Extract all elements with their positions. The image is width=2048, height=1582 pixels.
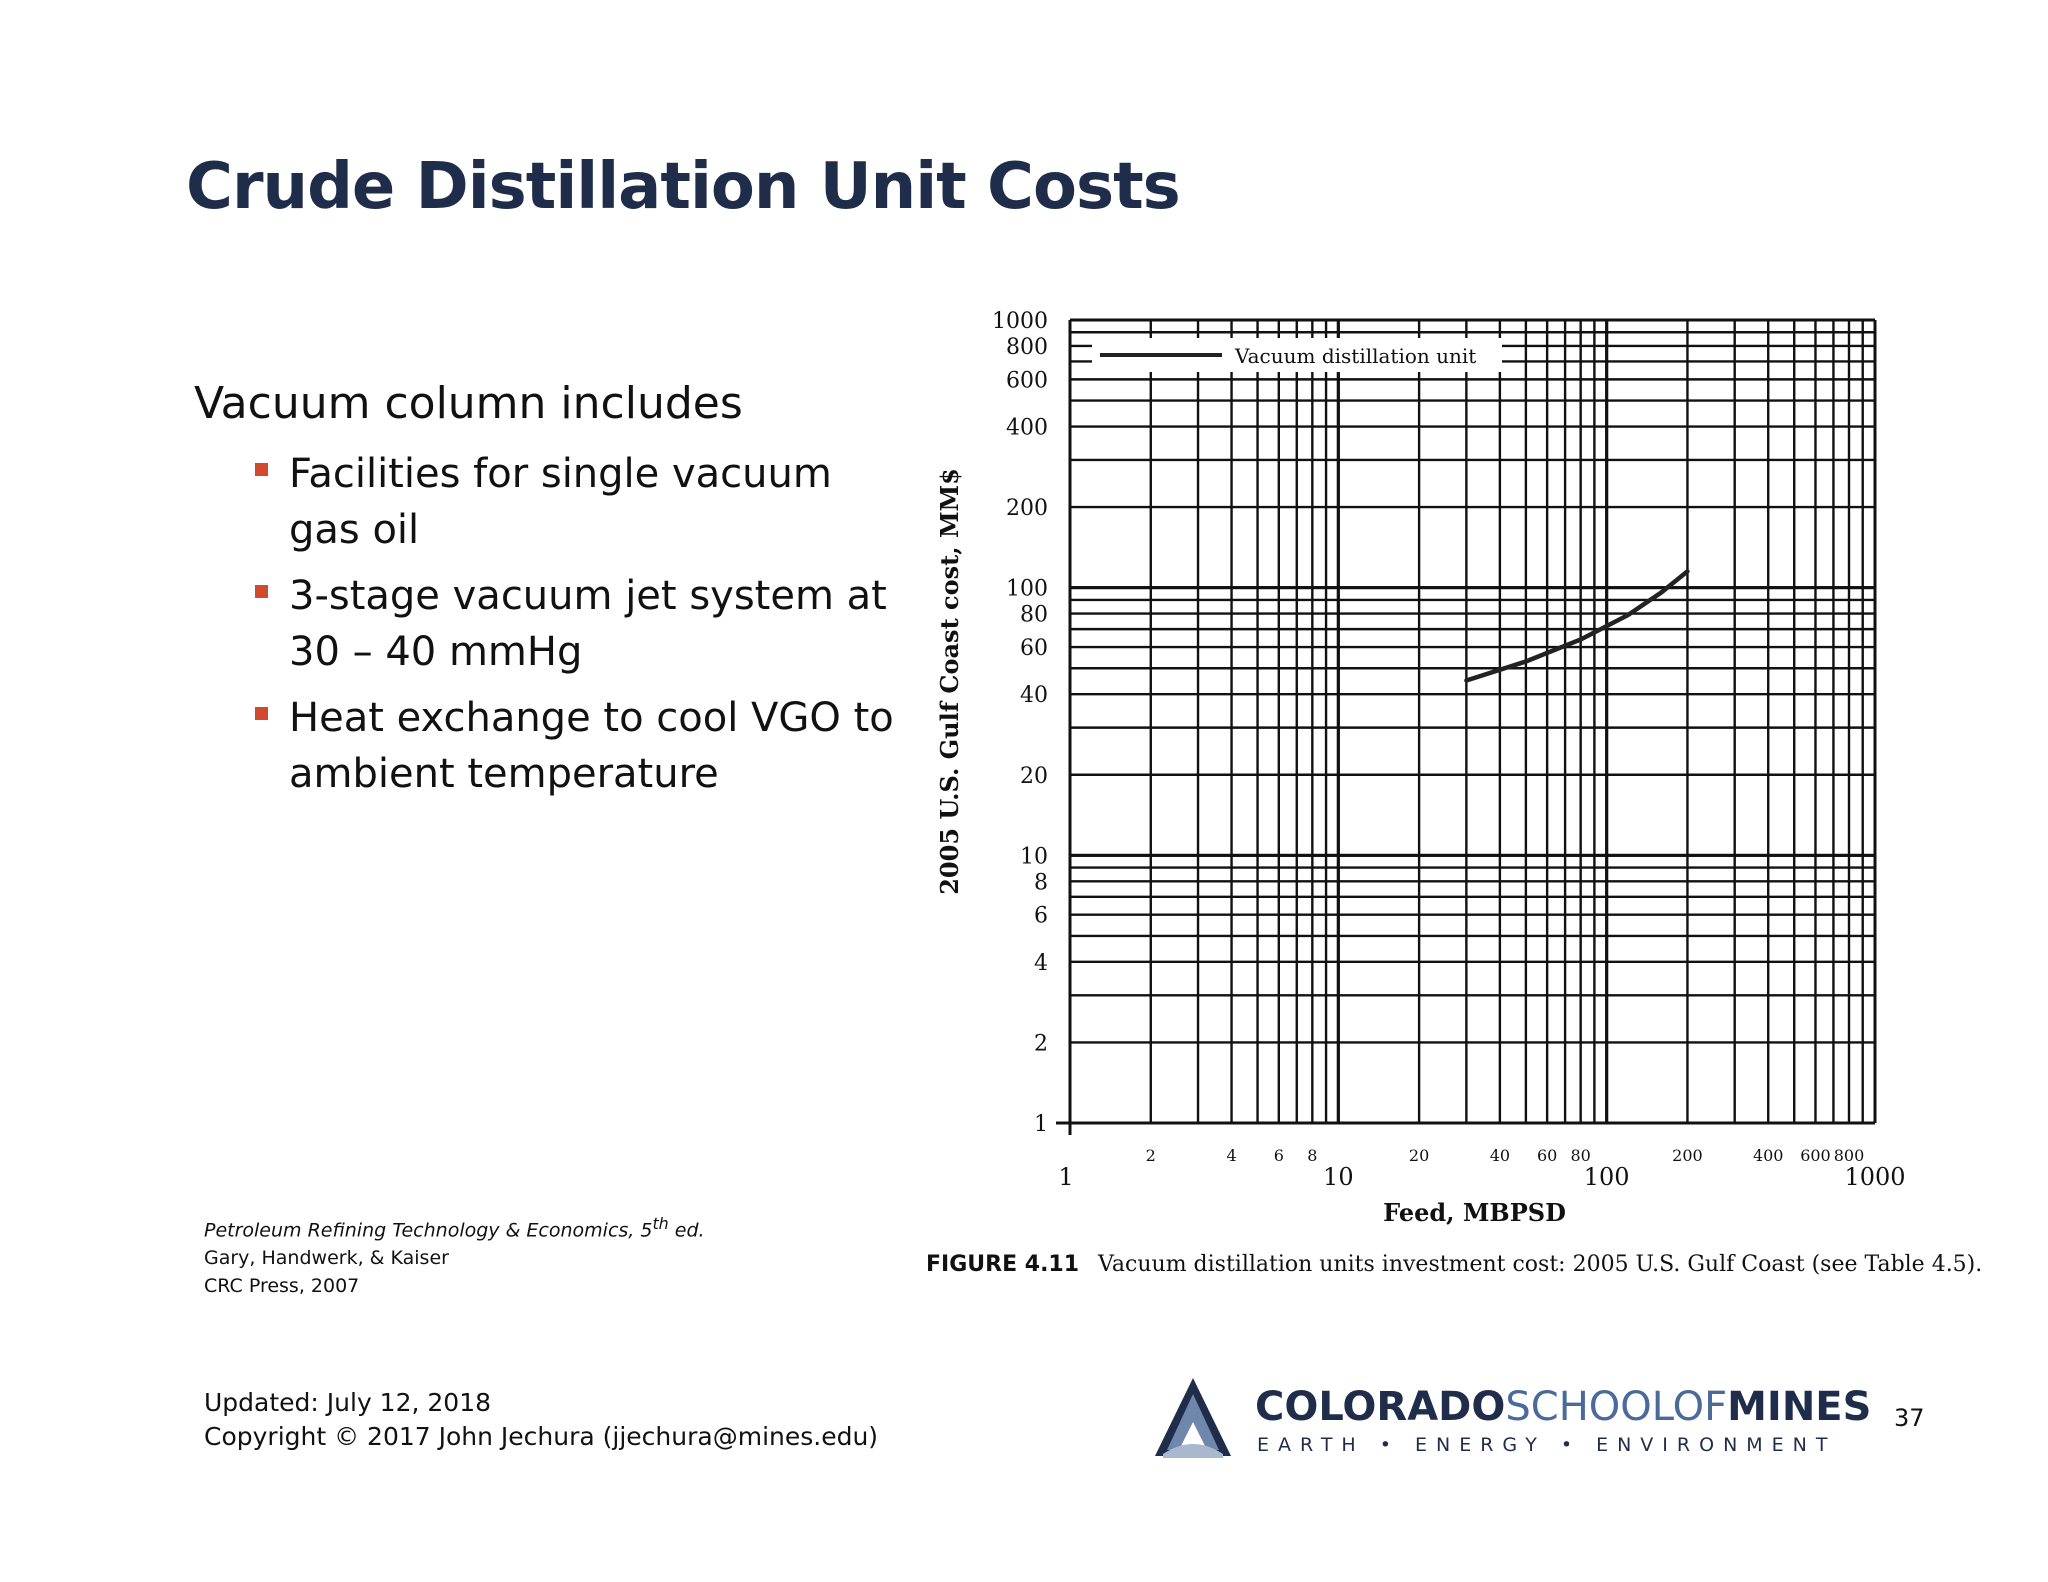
x-minor-tick-label: 400: [1753, 1146, 1784, 1165]
x-minor-tick-label: 80: [1570, 1146, 1590, 1165]
figure-caption-text: Vacuum distillation units investment cos…: [1098, 1252, 1983, 1277]
y-tick-label: 600: [1006, 368, 1048, 393]
y-axis-title: 2005 U.S. Gulf Coast cost, MM$: [935, 468, 964, 895]
x-major-tick-label: 1000: [1844, 1163, 1905, 1191]
bullet-item: Heat exchange to cool VGO to ambient tem…: [255, 690, 915, 802]
logo-part-mines: MINES: [1727, 1384, 1872, 1430]
y-tick-label: 1000: [992, 309, 1048, 334]
legend-label: Vacuum distillation unit: [1234, 344, 1476, 368]
y-tick-label: 2: [1034, 1031, 1048, 1056]
logo-part-school: SCHOOL: [1505, 1384, 1673, 1430]
citation-book: Petroleum Refining Technology & Economic…: [204, 1210, 705, 1244]
logo-wordmark: COLORADOSCHOOLOFMINES: [1255, 1384, 1871, 1430]
x-major-tick-label: 10: [1323, 1163, 1354, 1191]
citation-book-tail: ed.: [668, 1219, 705, 1242]
series-line: [1464, 569, 1690, 683]
y-tick-label: 8: [1034, 870, 1048, 895]
y-tick-label: 100: [1006, 577, 1048, 602]
figure-label: FIGURE 4.11: [926, 1252, 1080, 1277]
x-minor-tick-label: 40: [1490, 1146, 1510, 1165]
y-tick-label: 200: [1006, 496, 1048, 521]
y-tick-label: 10: [1020, 844, 1048, 869]
citation: Petroleum Refining Technology & Economic…: [204, 1210, 705, 1300]
chart-grid: [1056, 318, 1877, 1135]
x-minor-tick-label: 600: [1800, 1146, 1831, 1165]
y-tick-label: 60: [1020, 636, 1048, 661]
figure-caption: FIGURE 4.11 Vacuum distillation units in…: [926, 1252, 1982, 1277]
citation-book-sup: th: [652, 1214, 669, 1233]
bullet-item: Facilities for single vacuum gas oil: [255, 446, 915, 558]
footer-copyright: Copyright © 2017 John Jechura (jjechura@…: [204, 1422, 879, 1451]
bullet-marker: [255, 463, 268, 476]
logo-part-colorado: COLORADO: [1255, 1384, 1506, 1430]
x-minor-tick-label: 2: [1146, 1146, 1156, 1165]
y-tick-label: 800: [1006, 335, 1048, 360]
x-axis-title: Feed, MBPSD: [1383, 1198, 1566, 1227]
x-minor-tick-label: 8: [1307, 1146, 1317, 1165]
logo-tagline: EARTH • ENERGY • ENVIRONMENT: [1257, 1434, 1837, 1456]
logo-part-of: OF: [1672, 1384, 1728, 1430]
bullet-marker: [255, 707, 268, 720]
chart-legend: Vacuum distillation unit: [1092, 338, 1502, 372]
citation-book-title: Petroleum Refining Technology & Economic…: [204, 1219, 653, 1242]
footer: Updated: July 12, 2018 Copyright © 2017 …: [204, 1386, 878, 1454]
footer-updated: Updated: July 12, 2018: [204, 1388, 492, 1417]
x-major-tick-label: 1: [1058, 1163, 1073, 1191]
bullet-text: Heat exchange to cool VGO to ambient tem…: [289, 695, 894, 797]
x-minor-tick-label: 60: [1537, 1146, 1557, 1165]
x-minor-tick-label: 20: [1409, 1146, 1429, 1165]
citation-publisher: CRC Press, 2007: [204, 1275, 360, 1298]
y-tick-label: 40: [1020, 683, 1048, 708]
x-minor-tick-label: 800: [1834, 1146, 1865, 1165]
chart-series: [1464, 569, 1690, 683]
mines-logo-icon: [1155, 1378, 1231, 1458]
bullet-text: 3-stage vacuum jet system at 30 – 40 mmH…: [289, 573, 887, 675]
slide-title: Crude Distillation Unit Costs: [186, 150, 1181, 224]
y-tick-label: 400: [1006, 416, 1048, 441]
y-tick-label: 4: [1034, 951, 1048, 976]
x-minor-tick-label: 200: [1672, 1146, 1703, 1165]
bullet-marker: [255, 585, 268, 598]
chart-container: 1 2 4 6 8 10 20 40 60 80 100 200 400 600 800 1000 2 4 6 8 20…: [900, 295, 1940, 1239]
bullet-text: Facilities for single vacuum gas oil: [289, 451, 832, 553]
citation-authors: Gary, Handwerk, & Kaiser: [204, 1247, 449, 1270]
x-major-tick-label: 100: [1584, 1163, 1630, 1191]
y-tick-label: 6: [1034, 904, 1048, 929]
y-tick-label: 80: [1020, 603, 1048, 628]
x-minor-tick-label: 4: [1226, 1146, 1236, 1165]
bullet-item: 3-stage vacuum jet system at 30 – 40 mmH…: [255, 568, 915, 680]
y-tick-label: 20: [1020, 764, 1048, 789]
x-minor-tick-label: 6: [1274, 1146, 1284, 1165]
intro-text: Vacuum column includes: [194, 378, 743, 429]
page-number: 37: [1894, 1404, 1925, 1432]
y-tick-label: 1: [1034, 1112, 1048, 1137]
bullet-list: Facilities for single vacuum gas oil 3-s…: [255, 446, 915, 812]
